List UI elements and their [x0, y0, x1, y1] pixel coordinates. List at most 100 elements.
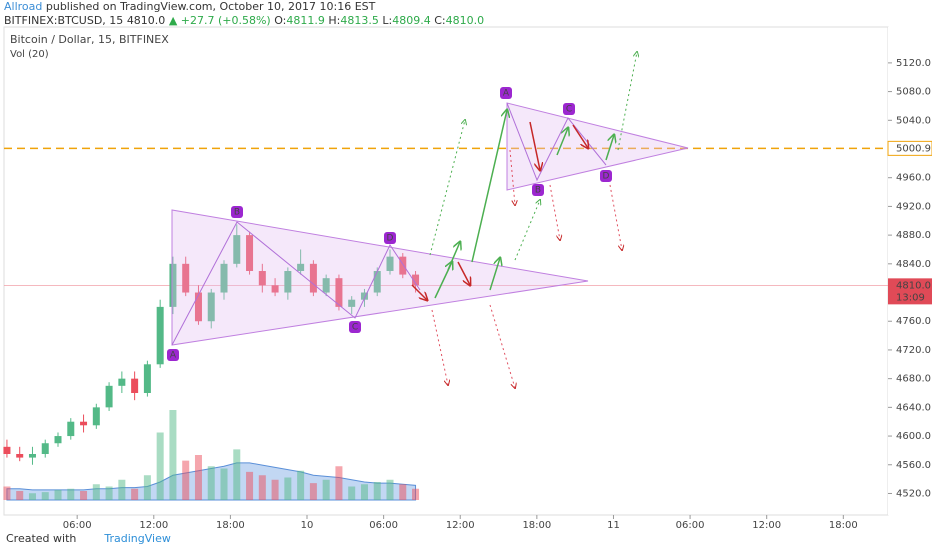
- candle-body: [246, 235, 254, 271]
- x-tick-label: 10: [301, 520, 314, 530]
- y-tick-label: 4920.0: [896, 201, 931, 212]
- header: Allroad published on TradingView.com, Oc…: [4, 0, 484, 28]
- y-tick-label: 5080.0: [896, 87, 931, 98]
- candle-body: [156, 306, 164, 365]
- volume-bar: [271, 479, 279, 500]
- hline-tag: [887, 140, 932, 156]
- author[interactable]: Allroad: [4, 0, 43, 13]
- candle-body: [131, 378, 139, 393]
- candle-body: [207, 292, 215, 322]
- l-label: L:: [382, 14, 393, 27]
- candle-body: [80, 421, 88, 426]
- annotation-label: A: [170, 351, 177, 361]
- x-tick-label: 12:00: [446, 520, 475, 530]
- last: 4810.0: [126, 14, 166, 27]
- candle-body: [360, 292, 368, 300]
- candle-body: [309, 263, 317, 293]
- candle-body: [386, 256, 394, 271]
- candle-body: [54, 436, 62, 444]
- l: 4809.4: [392, 14, 431, 27]
- candle-body: [67, 421, 75, 437]
- candle-body: [399, 256, 407, 275]
- annotation-label: C: [352, 323, 358, 333]
- x-tick-label: 12:00: [139, 520, 168, 530]
- volume-bar: [335, 466, 343, 500]
- volume-bar: [233, 449, 241, 500]
- volume-bar: [322, 479, 330, 500]
- o-label: O:: [274, 14, 287, 27]
- annotation-label: D: [387, 234, 394, 244]
- candle-body: [41, 443, 49, 454]
- volume-bar: [143, 475, 151, 500]
- volume-bar: [28, 493, 36, 500]
- candle-body: [118, 378, 126, 386]
- volume-label: Vol (20): [10, 49, 49, 60]
- volume-bar: [246, 471, 254, 500]
- y-tick-label: 4560.0: [896, 460, 931, 471]
- candle-body: [92, 407, 100, 426]
- h: 4813.5: [340, 14, 379, 27]
- candle-body: [297, 263, 305, 271]
- c: 4810.0: [445, 14, 485, 27]
- candle-body: [143, 364, 151, 393]
- volume-bar: [373, 482, 381, 500]
- candle-body: [335, 278, 343, 307]
- chart-title: Bitcoin / Dollar, 15, BITFINEX: [10, 33, 169, 46]
- candle-body: [194, 292, 202, 322]
- y-tick-label: 4520.0: [896, 488, 931, 499]
- candle-body: [169, 263, 177, 307]
- annotation-label: D: [603, 172, 610, 182]
- candle-body: [412, 274, 420, 286]
- footer: Created with TradingView: [6, 532, 171, 545]
- drawings: [171, 52, 689, 388]
- chart: A B C D A B C D 4520.0 4560.0 4600.0 4640.0 4680.0 47…: [3, 26, 932, 530]
- x-tick-label: 18:00: [522, 520, 551, 530]
- volume-bar: [207, 466, 215, 500]
- x-tick-label: 18:00: [829, 520, 858, 530]
- candle-body: [16, 454, 24, 458]
- volume-bar: [182, 460, 190, 500]
- created: Created with: [6, 532, 77, 545]
- x-tick-label: 06:00: [676, 520, 705, 530]
- volume-bar: [92, 484, 100, 500]
- volume-bar: [309, 483, 317, 500]
- c-label: C:: [434, 14, 446, 27]
- candle-body: [28, 454, 36, 458]
- volume-bar: [16, 491, 24, 500]
- annotation-badge: [167, 349, 179, 361]
- annotation-badge: [384, 232, 396, 244]
- y-tick-label: 5120.0: [896, 58, 931, 69]
- countdown: 13:09: [896, 292, 925, 303]
- annotation-label: A: [503, 89, 510, 99]
- annotation-badge: [532, 184, 544, 196]
- volume-bar: [386, 479, 394, 500]
- x-tick-label: 06:00: [369, 520, 398, 530]
- symbol: BITFINEX:BTCUSD, 15: [4, 14, 124, 27]
- volume-bar: [105, 486, 113, 500]
- price-axis-bg: [888, 27, 932, 515]
- volume-bar: [80, 491, 88, 500]
- y-tick-label: 4640.0: [896, 402, 931, 413]
- h-label: H:: [328, 14, 341, 27]
- annotation-badge: [600, 170, 612, 182]
- candle-body: [3, 446, 11, 454]
- y-tick-label: 4960.0: [896, 173, 931, 184]
- o: 4811.9: [286, 14, 325, 27]
- volume-bar: [258, 475, 266, 500]
- y-tick-label: 5040.0: [896, 115, 931, 126]
- volume-bar: [3, 486, 11, 500]
- candle-body: [373, 271, 381, 293]
- volume-bar: [220, 468, 228, 500]
- brand[interactable]: TradingView: [104, 532, 171, 545]
- candle-body: [348, 299, 356, 307]
- y-tick-label: 4760.0: [896, 316, 931, 327]
- x-tick-label: 11: [607, 520, 620, 530]
- annotation-label: B: [535, 186, 541, 196]
- y-tick-label: 4680.0: [896, 374, 931, 385]
- last-price-label: 4810.0: [896, 280, 931, 291]
- volume-bar: [54, 489, 62, 500]
- x-tick-label: 06:00: [63, 520, 92, 530]
- last-price-tag: [888, 278, 932, 305]
- annotation-label: B: [234, 208, 240, 218]
